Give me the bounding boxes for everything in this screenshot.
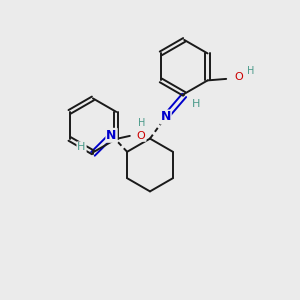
- Text: H: H: [77, 142, 86, 152]
- Text: O: O: [234, 72, 243, 82]
- Text: O: O: [137, 131, 146, 141]
- Text: H: H: [191, 99, 200, 109]
- Text: N: N: [106, 129, 117, 142]
- Text: N: N: [160, 110, 171, 124]
- Text: H: H: [137, 118, 145, 128]
- Text: H: H: [247, 65, 254, 76]
